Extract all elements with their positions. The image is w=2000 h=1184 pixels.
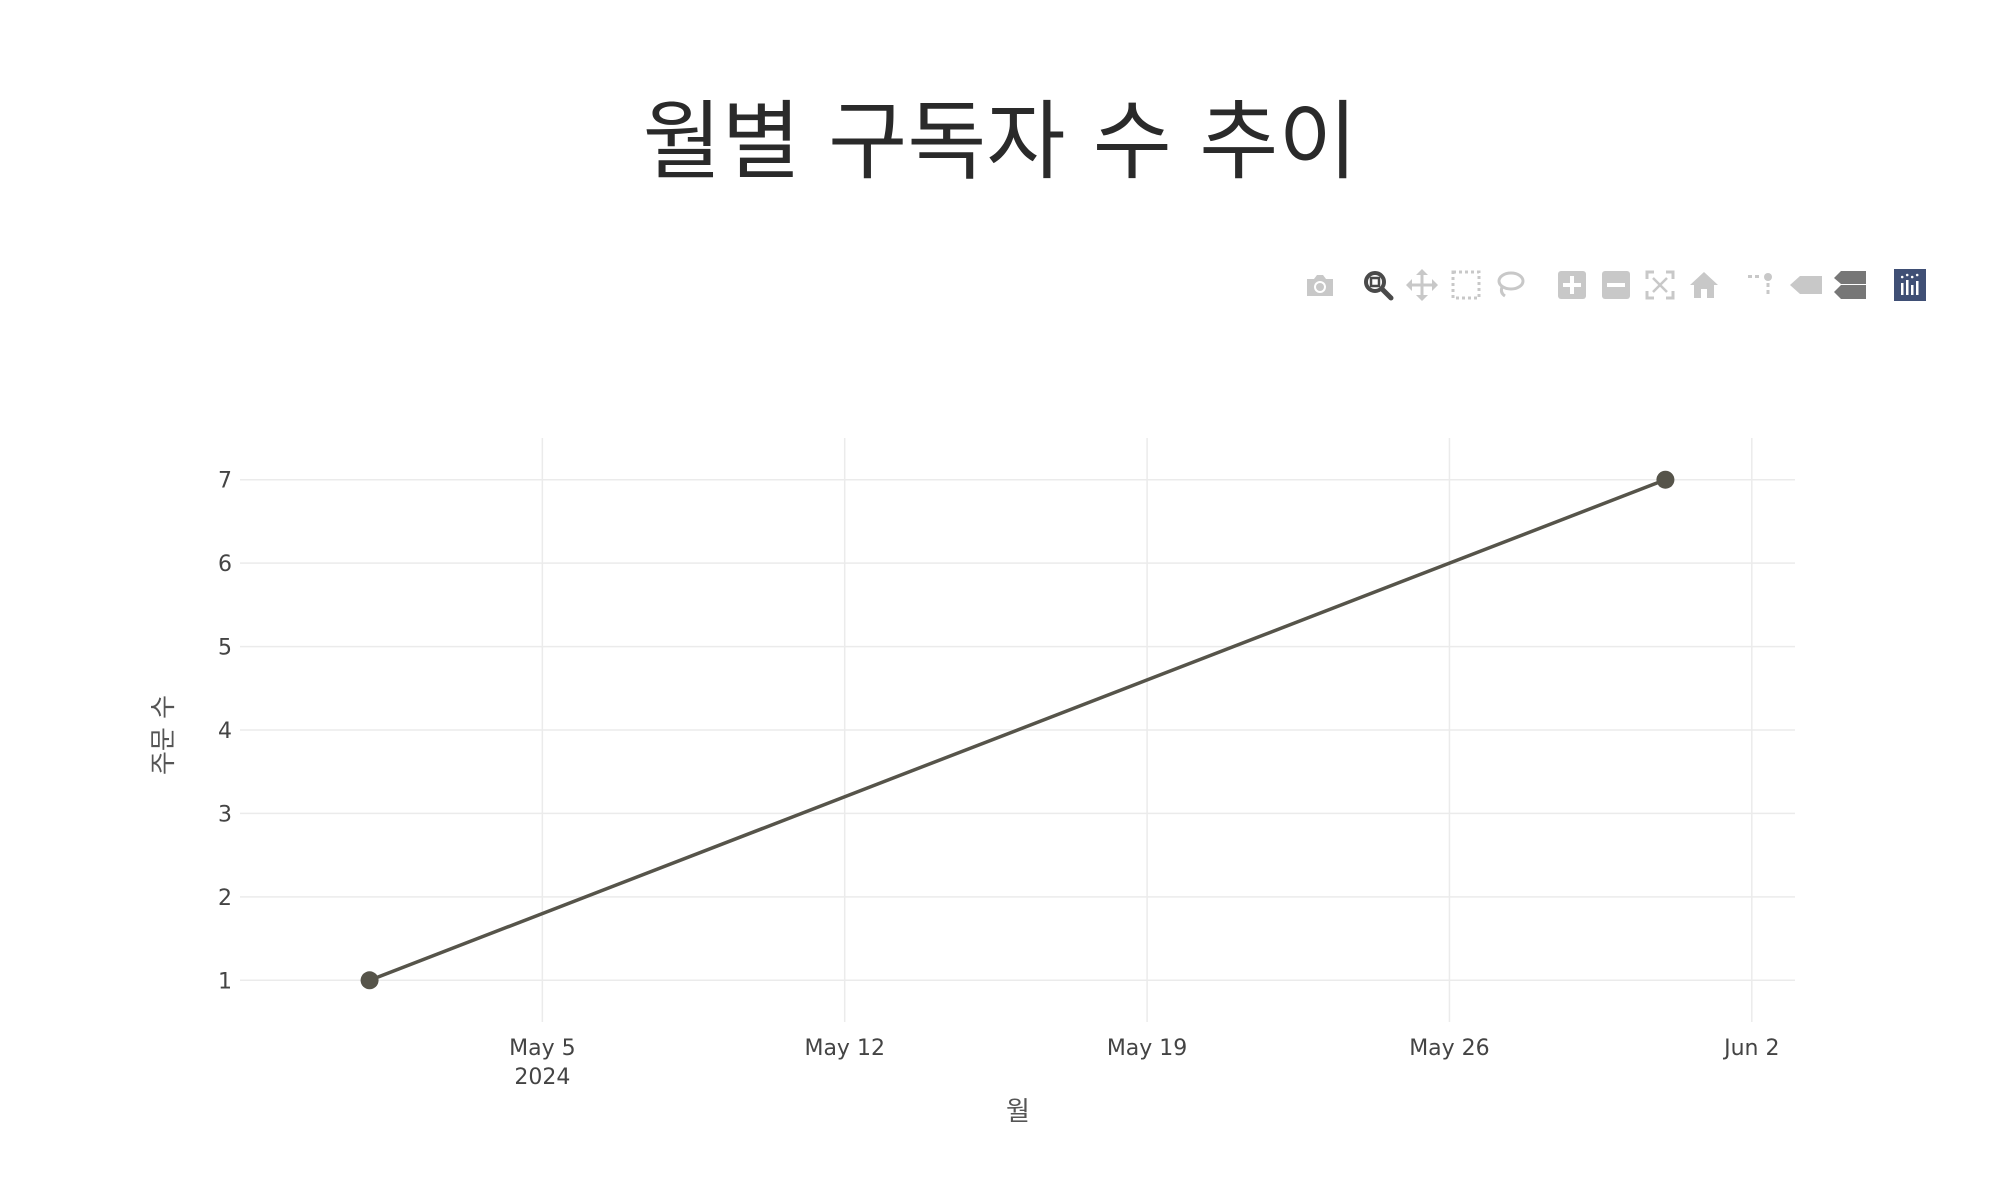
y-tick-label: 1: [218, 969, 232, 994]
y-tick-label: 4: [218, 719, 232, 744]
lasso-select-icon[interactable]: [1490, 262, 1530, 308]
reset-axes-icon[interactable]: [1684, 262, 1724, 308]
x-tick-label: May 12: [804, 1036, 884, 1061]
x-tick-label: May 26: [1409, 1036, 1489, 1061]
y-tick-label: 6: [218, 552, 232, 577]
chart-title: 월별 구독자 수 추이: [642, 92, 1358, 192]
hover-compare-icon[interactable]: [1830, 262, 1870, 308]
spike-lines-icon[interactable]: [1742, 262, 1782, 308]
x-tick-label: Jun 2: [1722, 1036, 1779, 1061]
series-line: [368, 478, 1667, 982]
y-tick-label: 7: [218, 469, 232, 494]
y-tick-label: 3: [218, 802, 232, 827]
x-tick-label: May 5: [509, 1036, 575, 1061]
data-point[interactable]: [1656, 470, 1675, 489]
autoscale-icon[interactable]: [1640, 262, 1680, 308]
modebar: [1300, 262, 1940, 308]
axes: 1 2 3 4 5 6 7 May 5 2024 May 12 May 19 May 26 Jun 2: [218, 469, 1779, 1090]
pan-icon[interactable]: [1402, 262, 1442, 308]
zoom-in-icon[interactable]: [1552, 262, 1592, 308]
x-tick-label: May 19: [1107, 1036, 1187, 1061]
zoom-icon[interactable]: [1358, 262, 1398, 308]
zoom-out-icon[interactable]: [1596, 262, 1636, 308]
y-axis-title: 주문 수: [149, 695, 179, 775]
x-tick-sublabel: 2024: [514, 1065, 570, 1090]
box-select-icon[interactable]: [1446, 262, 1486, 308]
hover-closest-icon[interactable]: [1786, 262, 1826, 308]
y-tick-label: 5: [218, 636, 232, 661]
camera-icon[interactable]: [1300, 262, 1340, 308]
y-tick-label: 2: [218, 886, 232, 911]
x-axis-title: 월: [1006, 1097, 1030, 1127]
data-point[interactable]: [360, 971, 379, 990]
series-layer: [360, 470, 1675, 990]
plotly-logo-icon[interactable]: [1890, 262, 1930, 308]
